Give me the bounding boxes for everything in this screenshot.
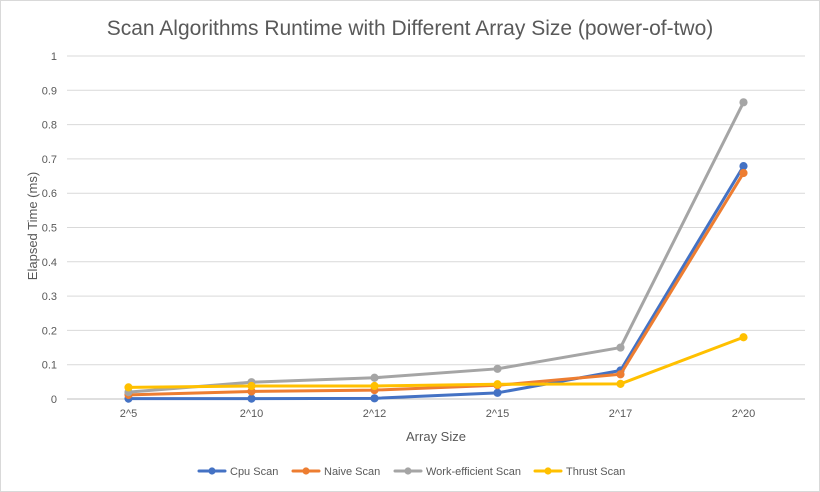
data-point	[739, 333, 748, 342]
data-point	[616, 343, 625, 352]
legend-swatch-marker	[208, 467, 216, 475]
series-line	[127, 100, 745, 394]
series-line	[127, 335, 745, 389]
series	[124, 98, 748, 397]
x-tick-label: 2^20	[732, 408, 756, 420]
y-tick-label: 0.3	[42, 291, 57, 303]
y-tick-label: 0.7	[42, 154, 57, 166]
y-tick-label: 0.2	[42, 325, 57, 337]
x-tick-label: 2^15	[486, 408, 510, 420]
data-point	[616, 379, 625, 389]
series	[124, 333, 748, 392]
y-axis-ticks: 0 0.1 0.2 0.3 0.4 0.5 0.6 0.7 0.8 0.9 1	[42, 51, 57, 406]
x-axis-ticks: 2^5 2^10 2^12 2^15 2^17 2^20	[120, 408, 755, 420]
legend-swatch-marker	[302, 467, 310, 475]
legend-label: Work-efficient Scan	[426, 466, 521, 478]
y-tick-label: 0.1	[42, 360, 57, 372]
series-lines	[124, 98, 748, 403]
data-point	[370, 381, 379, 391]
gridlines	[67, 55, 805, 400]
x-tick-label: 2^5	[120, 408, 137, 420]
series-line	[127, 171, 745, 397]
legend: Cpu Scan Naive Scan Work-efficient Scan Thr…	[197, 466, 625, 478]
y-tick-label: 0.9	[42, 85, 57, 97]
chart-title: Scan Algorithms Runtime with Different A…	[107, 17, 714, 40]
data-point	[739, 168, 748, 178]
legend-swatch-marker	[544, 467, 552, 475]
series-line	[127, 164, 745, 401]
y-tick-label: 1	[51, 51, 57, 63]
data-point	[370, 373, 379, 382]
y-tick-label: 0	[51, 394, 57, 406]
x-tick-label: 2^10	[240, 408, 264, 420]
legend-label: Cpu Scan	[230, 466, 278, 478]
legend-item: Cpu Scan	[197, 466, 278, 478]
legend-item: Work-efficient Scan	[393, 466, 521, 478]
data-point	[493, 364, 502, 373]
y-tick-label: 0.5	[42, 223, 57, 235]
y-axis-title: Elapsed Time (ms)	[25, 172, 40, 280]
x-tick-label: 2^17	[609, 408, 633, 420]
data-point	[124, 383, 133, 392]
data-point	[247, 394, 256, 403]
y-tick-label: 0.6	[42, 188, 57, 200]
data-point	[493, 388, 502, 397]
x-tick-label: 2^12	[363, 408, 387, 420]
legend-item: Naive Scan	[291, 466, 380, 478]
legend-label: Thrust Scan	[566, 466, 625, 478]
data-point	[247, 381, 256, 391]
legend-item: Thrust Scan	[533, 466, 625, 478]
y-tick-label: 0.4	[42, 257, 57, 269]
data-point	[370, 394, 379, 403]
y-tick-label: 0.8	[42, 120, 57, 132]
data-point	[739, 98, 748, 107]
legend-label: Naive Scan	[324, 466, 380, 478]
data-point	[616, 370, 625, 379]
data-point	[739, 162, 748, 171]
x-axis-title: Array Size	[406, 429, 466, 444]
legend-swatch-marker	[404, 467, 412, 475]
data-point	[493, 380, 502, 389]
